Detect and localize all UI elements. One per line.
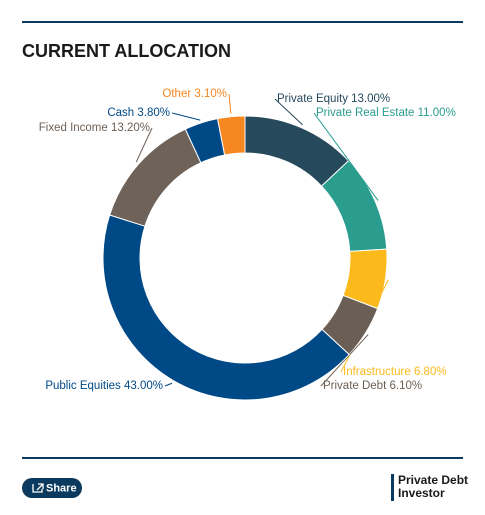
category-label: Infrastructure — [343, 366, 411, 378]
slice — [102, 214, 350, 401]
share-icon[interactable] — [32, 483, 44, 493]
value-label: 13.20% — [111, 122, 150, 134]
leader-line — [313, 112, 379, 201]
logo-line: Private Debt — [398, 473, 468, 487]
leader-line — [171, 112, 201, 121]
share-bg[interactable] — [22, 478, 82, 498]
value-label: 6.80% — [414, 366, 447, 378]
slice — [216, 115, 246, 156]
value-label: 3.10% — [194, 88, 227, 100]
category-label: Fixed Income — [39, 122, 108, 134]
data-label: Other 3.10% — [162, 88, 227, 100]
category-label: Other — [162, 88, 191, 100]
data-label: Private Equity 13.00% — [277, 93, 390, 105]
slice — [109, 128, 202, 227]
value-label: 13.00% — [351, 93, 390, 105]
value-label: 3.80% — [137, 107, 170, 119]
value-label: 6.10% — [389, 380, 422, 392]
data-label: Public Equities 43.00% — [45, 380, 163, 392]
leader-line — [135, 127, 153, 163]
leader-line — [228, 93, 232, 114]
logo-line: Investor — [398, 486, 445, 500]
leader-line — [164, 382, 173, 387]
data-label: Fixed Income 13.20% — [39, 122, 150, 134]
data-label: Private Real Estate 11.00% — [316, 107, 456, 119]
share-label[interactable]: Share — [46, 482, 77, 494]
value-label: 11.00% — [418, 107, 456, 119]
leader-line — [274, 98, 303, 126]
category-label: Private Real Estate — [316, 107, 414, 119]
value-label: 43.00% — [124, 380, 163, 392]
category-label: Private Equity — [277, 93, 348, 105]
data-label: Cash 3.80% — [107, 107, 170, 119]
share-button[interactable]: Share — [22, 478, 82, 498]
category-label: Public Equities — [45, 380, 121, 392]
data-label: Private Debt 6.10% — [323, 380, 422, 392]
category-label: Private Debt — [323, 380, 387, 392]
chart-title: CURRENT ALLOCATION — [22, 41, 231, 61]
data-label: Infrastructure 6.80% — [343, 366, 447, 378]
logo-bar — [391, 474, 394, 501]
leader-line — [320, 334, 369, 387]
category-label: Cash — [107, 107, 134, 119]
